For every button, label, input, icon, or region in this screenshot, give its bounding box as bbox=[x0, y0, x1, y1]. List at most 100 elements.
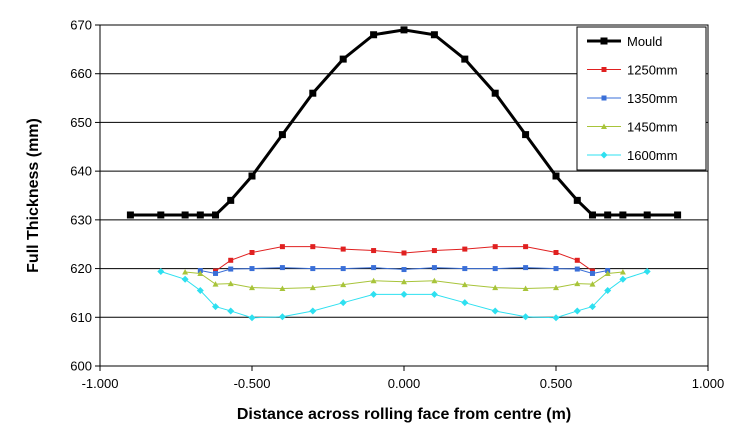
data-point-1250mm bbox=[574, 257, 580, 263]
legend-label-mould: Mould bbox=[627, 34, 662, 49]
y-tick-label: 630 bbox=[70, 212, 92, 227]
series-1450mm bbox=[182, 268, 626, 292]
y-tick-label: 670 bbox=[70, 18, 92, 33]
data-point-1450mm bbox=[309, 284, 316, 291]
data-point-1450mm bbox=[249, 284, 255, 291]
legend-marker-1350mm bbox=[601, 95, 607, 101]
legend-label-1600mm: 1600mm bbox=[627, 148, 678, 163]
data-point-1450mm bbox=[401, 278, 407, 285]
data-point-1250mm bbox=[492, 244, 498, 250]
data-point-1450mm bbox=[553, 284, 559, 291]
data-point-mould bbox=[227, 196, 235, 204]
data-point-mould bbox=[604, 211, 612, 219]
x-tick-label: 1.000 bbox=[692, 376, 725, 391]
data-point-mould bbox=[400, 26, 408, 34]
data-point-1250mm bbox=[401, 250, 407, 256]
data-point-1600mm bbox=[619, 275, 627, 283]
data-point-1350mm bbox=[492, 266, 498, 272]
data-point-1600mm bbox=[573, 307, 581, 315]
data-point-1450mm bbox=[279, 285, 286, 292]
data-point-1250mm bbox=[310, 244, 316, 250]
data-point-1350mm bbox=[401, 267, 407, 273]
data-point-1600mm bbox=[491, 307, 499, 315]
x-axis-ticks: -1.000 -0.500 0.000 0.500 1.000 bbox=[82, 366, 725, 391]
data-point-mould bbox=[370, 31, 378, 39]
data-point-1600mm bbox=[604, 286, 612, 294]
data-point-1450mm bbox=[522, 285, 529, 292]
data-point-mould bbox=[588, 211, 596, 219]
data-point-1450mm bbox=[461, 281, 468, 288]
data-point-1250mm bbox=[228, 257, 234, 263]
data-point-1600mm bbox=[400, 290, 408, 298]
data-point-1450mm bbox=[604, 270, 611, 276]
data-point-mould bbox=[491, 89, 499, 97]
data-point-1600mm bbox=[430, 290, 438, 298]
data-point-1450mm bbox=[574, 280, 581, 287]
legend-marker-1600mm bbox=[600, 151, 608, 159]
data-point-1450mm bbox=[212, 281, 219, 287]
data-point-1350mm bbox=[462, 266, 468, 272]
data-point-1350mm bbox=[279, 265, 285, 271]
data-point-1350mm bbox=[249, 266, 255, 272]
data-point-1250mm bbox=[249, 249, 255, 255]
data-point-1350mm bbox=[371, 265, 377, 271]
legend-label-1350mm: 1350mm bbox=[627, 91, 678, 106]
series-1250mm bbox=[213, 244, 595, 274]
legend-label-1250mm: 1250mm bbox=[627, 63, 678, 78]
data-point-1450mm bbox=[340, 281, 347, 288]
data-point-1600mm bbox=[278, 313, 286, 321]
legend: Mould 1250mm 1350mm 1450mm 1600mm bbox=[576, 26, 707, 171]
data-point-1600mm bbox=[370, 290, 378, 298]
data-point-1350mm bbox=[213, 270, 219, 276]
data-point-1350mm bbox=[431, 265, 437, 271]
data-point-1350mm bbox=[553, 266, 559, 272]
x-axis-title: Distance across rolling face from centre… bbox=[237, 406, 571, 423]
x-tick-label: 0.500 bbox=[540, 376, 573, 391]
data-point-mould bbox=[181, 211, 189, 219]
y-tick-label: 610 bbox=[70, 310, 92, 325]
data-point-1600mm bbox=[181, 275, 189, 283]
data-point-mould bbox=[248, 172, 256, 180]
y-axis-title: Full Thickness (mm) bbox=[25, 118, 42, 273]
data-point-1450mm bbox=[197, 270, 204, 276]
data-point-1350mm bbox=[228, 266, 234, 272]
legend-label-1450mm: 1450mm bbox=[627, 120, 678, 135]
series-group bbox=[126, 26, 682, 322]
data-point-1450mm bbox=[589, 281, 596, 287]
y-tick-label: 660 bbox=[70, 66, 92, 81]
data-point-1250mm bbox=[431, 248, 437, 254]
data-point-1600mm bbox=[196, 286, 204, 294]
series-1600mm bbox=[157, 267, 651, 322]
data-point-mould bbox=[430, 31, 438, 39]
data-point-mould bbox=[461, 55, 469, 63]
data-point-1350mm bbox=[310, 266, 316, 272]
data-point-mould bbox=[309, 89, 317, 97]
series-mould bbox=[126, 26, 682, 219]
data-point-1600mm bbox=[643, 267, 651, 275]
data-point-mould bbox=[212, 211, 220, 219]
series-1350mm bbox=[197, 265, 611, 276]
data-point-1450mm bbox=[182, 268, 189, 275]
data-point-1250mm bbox=[279, 244, 285, 250]
y-tick-label: 640 bbox=[70, 164, 92, 179]
data-point-mould bbox=[196, 211, 204, 219]
data-point-1250mm bbox=[371, 248, 377, 254]
data-point-mould bbox=[573, 196, 581, 204]
legend-marker-1250mm bbox=[601, 67, 607, 72]
data-point-mould bbox=[619, 211, 627, 219]
data-point-mould bbox=[674, 211, 682, 219]
data-point-mould bbox=[126, 211, 134, 219]
data-point-mould bbox=[278, 131, 286, 139]
x-tick-label: -1.000 bbox=[82, 376, 119, 391]
data-point-1450mm bbox=[619, 268, 626, 275]
x-tick-label: 0.000 bbox=[388, 376, 421, 391]
data-point-mould bbox=[522, 131, 530, 139]
y-tick-label: 650 bbox=[70, 115, 92, 130]
y-tick-label: 600 bbox=[70, 359, 92, 374]
data-point-1600mm bbox=[588, 303, 596, 311]
data-point-1600mm bbox=[212, 303, 220, 311]
data-point-mould bbox=[552, 172, 560, 180]
legend-marker-1450mm bbox=[601, 123, 607, 129]
data-point-1450mm bbox=[370, 277, 377, 284]
data-point-1350mm bbox=[574, 266, 580, 272]
